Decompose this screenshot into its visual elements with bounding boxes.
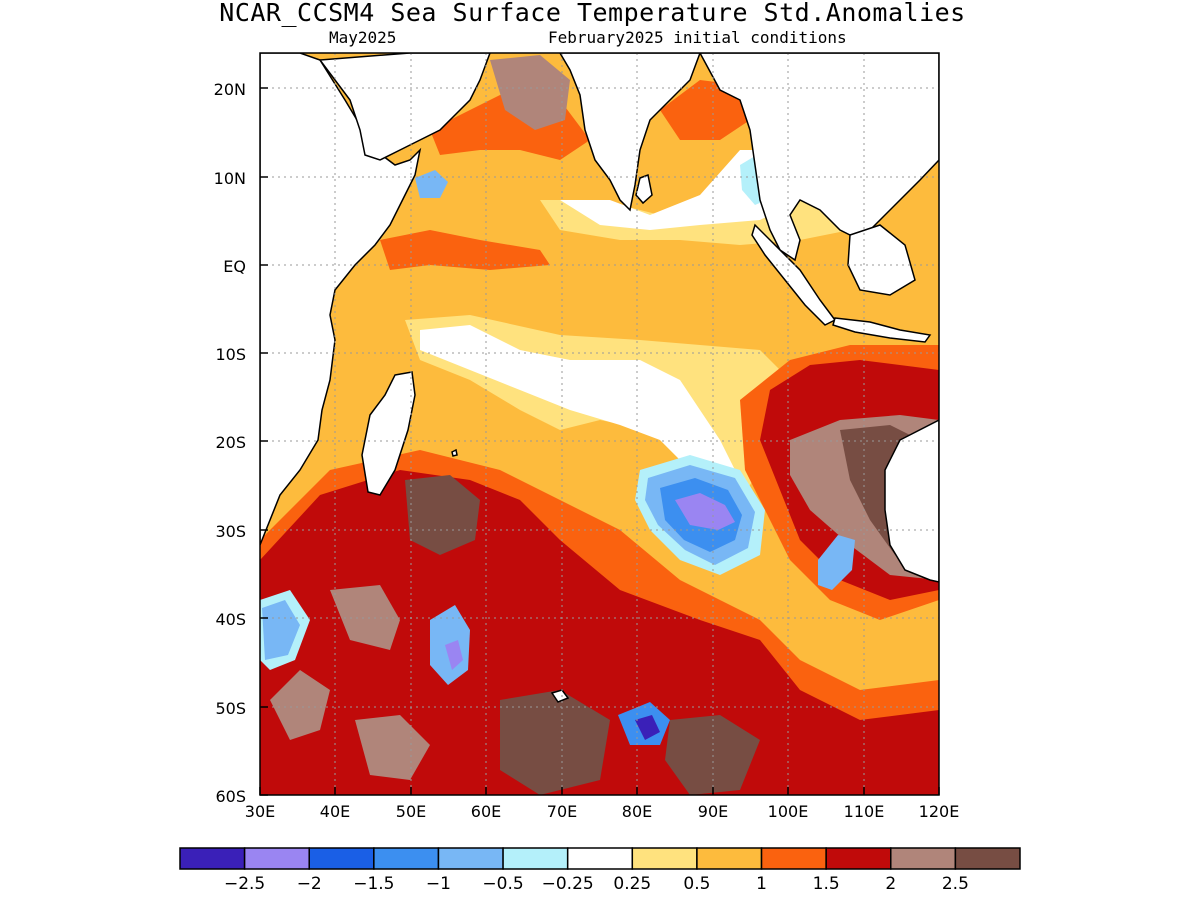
india-landmass	[559, 53, 701, 212]
lat-tick-label: 20S	[215, 433, 246, 452]
anomaly-region-equatorial-orange	[380, 230, 550, 270]
anomaly-region-pink-southwest	[270, 670, 330, 740]
lat-tick-label: 10N	[214, 169, 246, 188]
colorbar-label: −2.5	[224, 874, 265, 894]
lon-tick-label: 70E	[547, 802, 577, 821]
lon-tick-label: 120E	[919, 802, 960, 821]
map-title: NCAR_CCSM4 Sea Surface Temperature Std.A…	[219, 0, 966, 27]
anomaly-region-cold-80e-south-core	[635, 715, 660, 740]
colorbar-swatch	[631, 847, 698, 870]
anomaly-region-warm-bob-north	[660, 80, 750, 140]
colorbar-swatch	[437, 847, 504, 870]
map-frame	[259, 52, 940, 796]
lat-tick-label: EQ	[223, 257, 246, 276]
colorbar-swatch	[825, 847, 892, 870]
lat-tick-label: 50S	[215, 699, 246, 718]
lon-tick-label: 60E	[471, 802, 501, 821]
java-island	[832, 317, 932, 343]
anomaly-region-cold-mid-south-core	[445, 640, 463, 670]
lat-tick-label: 40S	[215, 610, 246, 629]
colorbar-swatch	[179, 847, 246, 870]
anomaly-region-hot-arabian-gulf	[490, 55, 570, 130]
colorbar-swatch	[696, 847, 763, 870]
initial-conditions-label: February2025 initial conditions	[548, 28, 847, 47]
colorbar-swatch	[373, 847, 440, 870]
anomaly-region-near-zero-central	[420, 325, 740, 495]
madagascar-island	[361, 371, 416, 496]
map-gridlines	[260, 53, 939, 795]
lon-tick-label: 90E	[698, 802, 728, 821]
colorbar-label: 1	[756, 874, 767, 894]
colorbar-swatch	[308, 847, 375, 870]
colorbar-swatch	[954, 847, 1021, 870]
borneo-island	[847, 224, 916, 296]
southeast-asia-landmass	[699, 53, 939, 262]
anomaly-region-blue-se-small	[818, 535, 855, 590]
colorbar-label: −0.5	[482, 874, 523, 894]
lon-tick-label: 50E	[396, 802, 426, 821]
land-masses	[260, 53, 939, 703]
colorbar-label: 2	[885, 874, 896, 894]
colorbar-label: 2.5	[942, 874, 969, 894]
colorbar-swatch	[243, 847, 310, 870]
kerguelen-island	[550, 689, 570, 703]
colorbar-swatch	[760, 847, 827, 870]
colorbar-label: 0.25	[613, 874, 651, 894]
axis-ticks	[259, 87, 940, 796]
australia-landmass	[884, 419, 939, 583]
anomaly-region-cold-sw-inner	[262, 600, 300, 660]
arabia-landmass	[318, 53, 491, 161]
anomaly-region-brown-mid	[405, 475, 480, 555]
colorbar-swatch	[890, 847, 957, 870]
latitude-axis: 20N 10N EQ 10S 20S 30S 40S 50S 60S	[214, 80, 246, 806]
lon-tick-label: 40E	[320, 802, 350, 821]
anomaly-region-hot-southern-belt	[260, 470, 939, 795]
anomaly-region-pink-southwest-2	[330, 585, 400, 650]
longitude-axis: 30E 40E 50E 60E 70E 80E 90E 100E 110E 12…	[245, 802, 960, 821]
colorbar: −2.5 −2 −1.5 −1 −0.5 −0.25 0.25 0.5 1 1.5 2 2.5	[179, 847, 1021, 894]
lon-tick-label: 30E	[245, 802, 275, 821]
lat-tick-label: 10S	[215, 345, 246, 364]
colorbar-label: −1.5	[353, 874, 394, 894]
colorbar-label: −1	[426, 874, 451, 894]
sumatra-island	[751, 223, 837, 326]
lon-tick-label: 100E	[768, 802, 809, 821]
colorbar-label: −2	[297, 874, 322, 894]
lon-tick-label: 80E	[622, 802, 652, 821]
forecast-month: May2025	[329, 28, 397, 47]
mauritius-island	[451, 448, 458, 457]
colorbar-label: 1.5	[813, 874, 840, 894]
anomaly-region-cold-pool-core	[675, 493, 735, 530]
anomaly-region-near-zero-bob	[560, 150, 800, 230]
lat-tick-label: 30S	[215, 522, 246, 541]
colorbar-label: −0.25	[542, 874, 594, 894]
colorbar-label: 0.5	[683, 874, 710, 894]
lat-tick-label: 60S	[215, 787, 246, 806]
colorbar-swatch	[566, 847, 634, 870]
lat-tick-label: 20N	[214, 80, 246, 99]
lon-tick-label: 110E	[844, 802, 885, 821]
anomaly-region-brown-south	[500, 690, 610, 795]
colorbar-swatch	[502, 847, 569, 870]
